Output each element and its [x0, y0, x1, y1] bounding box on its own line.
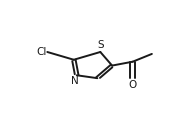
Text: S: S: [98, 40, 104, 50]
Text: N: N: [71, 76, 79, 86]
Text: O: O: [129, 80, 137, 90]
Text: Cl: Cl: [36, 46, 47, 56]
